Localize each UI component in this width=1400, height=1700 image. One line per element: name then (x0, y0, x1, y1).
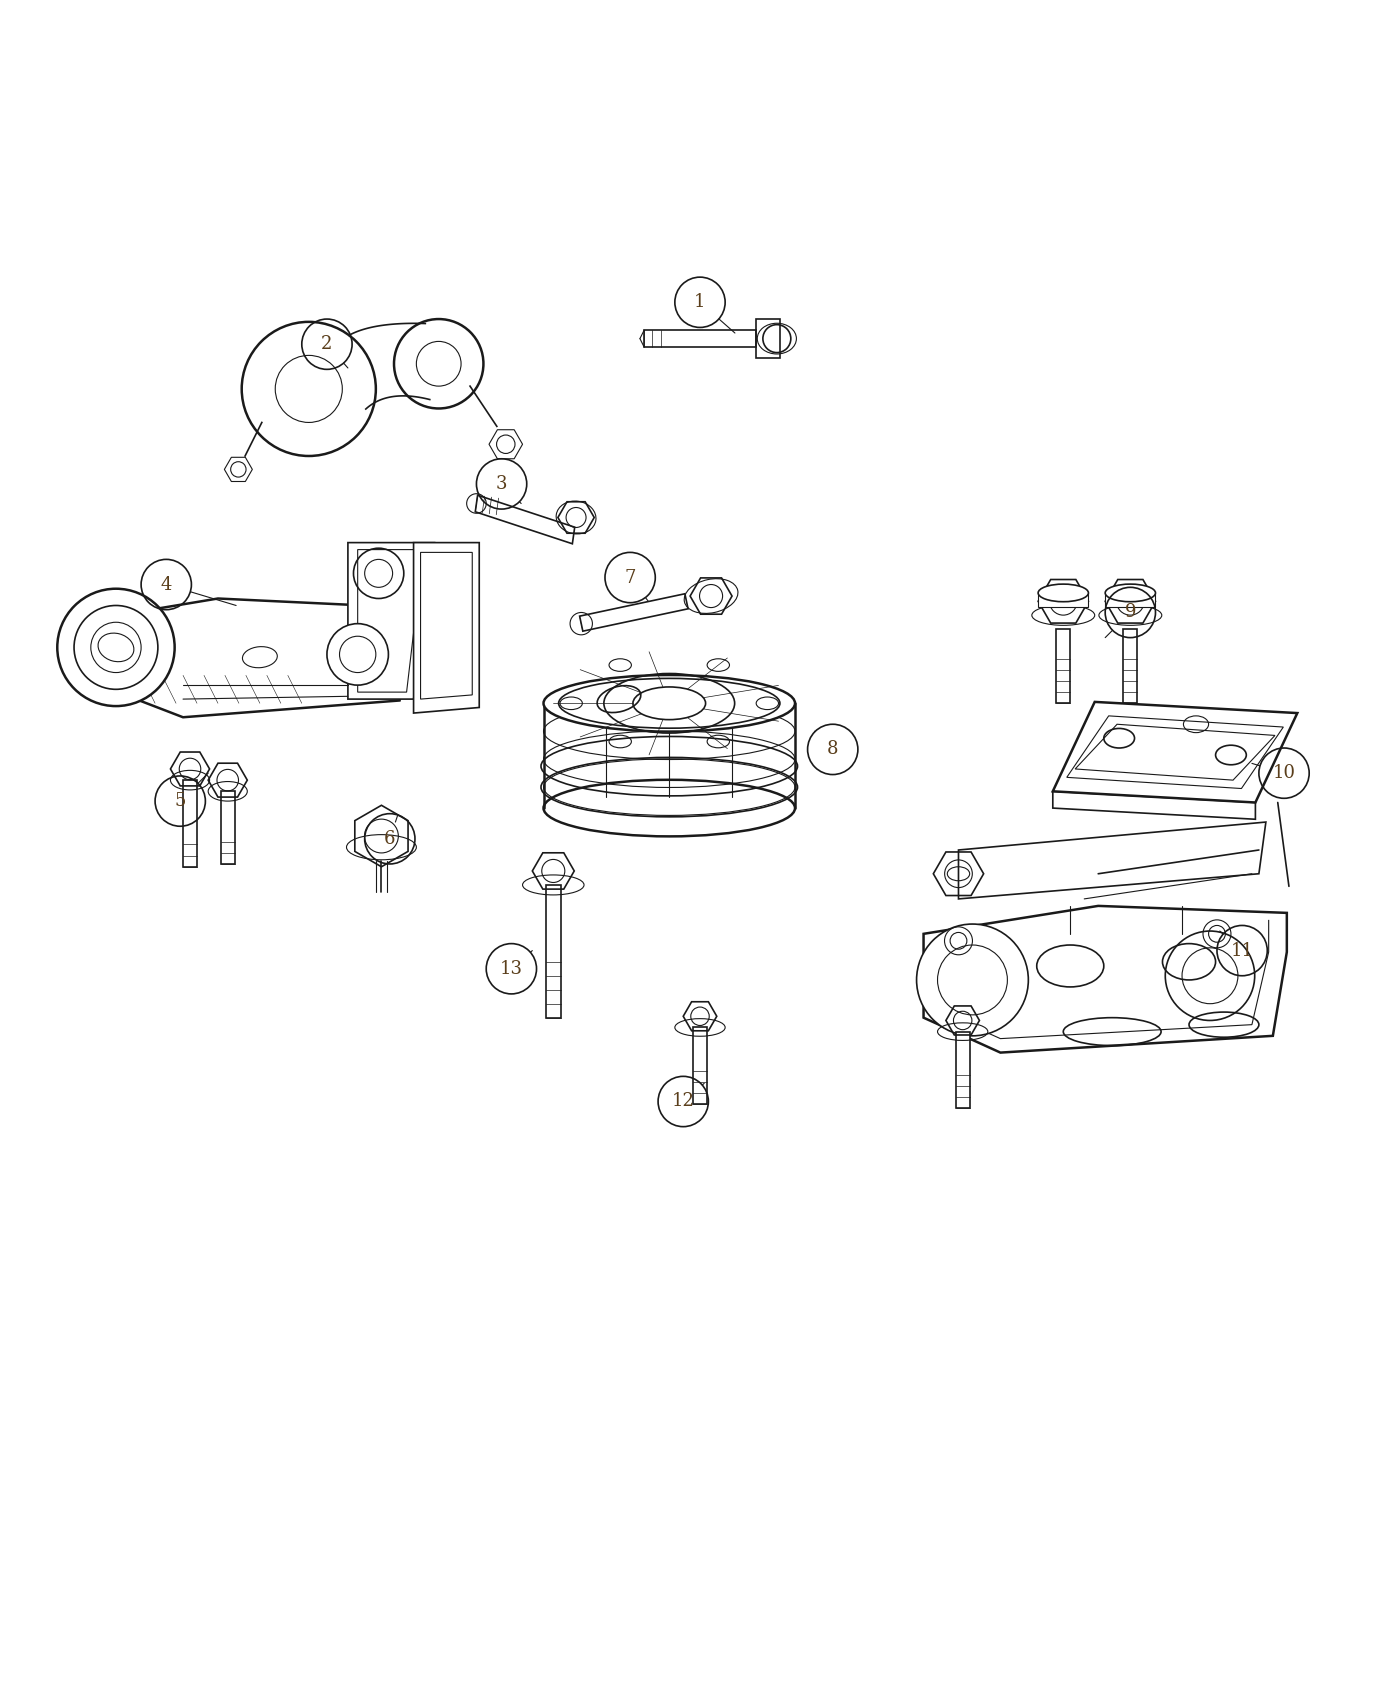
Polygon shape (85, 598, 413, 717)
Text: 2: 2 (321, 335, 333, 354)
Text: 13: 13 (500, 960, 522, 977)
Polygon shape (1053, 790, 1256, 819)
Polygon shape (956, 1032, 970, 1108)
Polygon shape (1039, 593, 1088, 607)
Polygon shape (1105, 593, 1155, 607)
Text: 4: 4 (161, 576, 172, 593)
Polygon shape (1053, 702, 1298, 802)
Polygon shape (349, 542, 434, 699)
Text: 9: 9 (1124, 604, 1135, 622)
Text: 12: 12 (672, 1093, 694, 1110)
Ellipse shape (543, 675, 795, 731)
Text: 6: 6 (384, 830, 396, 848)
Text: 1: 1 (694, 294, 706, 311)
Ellipse shape (1105, 585, 1155, 602)
Text: 7: 7 (624, 568, 636, 586)
Polygon shape (580, 593, 687, 631)
Polygon shape (1123, 629, 1137, 704)
Polygon shape (546, 886, 561, 1018)
Ellipse shape (1039, 585, 1088, 602)
Polygon shape (1056, 629, 1070, 704)
Text: 5: 5 (175, 792, 186, 811)
Polygon shape (924, 906, 1287, 1052)
Circle shape (328, 624, 388, 685)
Text: 10: 10 (1273, 765, 1295, 782)
Text: 11: 11 (1231, 942, 1253, 959)
Text: 3: 3 (496, 474, 507, 493)
Circle shape (917, 925, 1029, 1035)
Circle shape (57, 588, 175, 706)
Ellipse shape (543, 780, 795, 836)
Circle shape (1165, 932, 1254, 1020)
Text: 8: 8 (827, 741, 839, 758)
Polygon shape (413, 542, 479, 712)
Polygon shape (959, 823, 1266, 899)
Polygon shape (693, 1027, 707, 1105)
